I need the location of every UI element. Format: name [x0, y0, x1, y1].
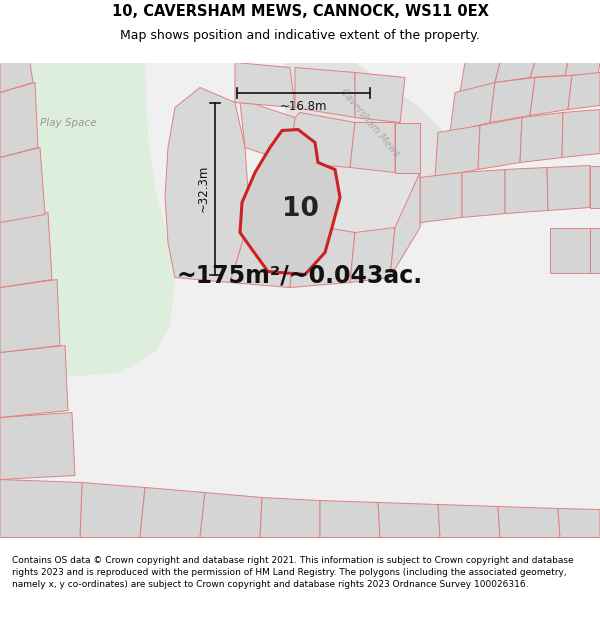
Polygon shape — [0, 479, 82, 538]
Text: Play Space: Play Space — [40, 118, 97, 127]
Polygon shape — [462, 169, 505, 217]
Polygon shape — [0, 213, 52, 288]
Text: Caversham Mews: Caversham Mews — [338, 86, 401, 159]
Polygon shape — [390, 173, 420, 278]
Polygon shape — [378, 503, 440, 538]
Polygon shape — [460, 62, 500, 92]
Polygon shape — [550, 228, 590, 272]
Polygon shape — [495, 62, 535, 82]
Polygon shape — [0, 62, 33, 92]
Polygon shape — [230, 162, 295, 288]
Text: Map shows position and indicative extent of the property.: Map shows position and indicative extent… — [120, 29, 480, 42]
Text: Contains OS data © Crown copyright and database right 2021. This information is : Contains OS data © Crown copyright and d… — [12, 556, 574, 589]
Polygon shape — [395, 122, 420, 172]
Polygon shape — [0, 82, 38, 158]
Polygon shape — [0, 412, 75, 479]
Text: ~32.3m: ~32.3m — [197, 165, 210, 212]
Polygon shape — [558, 509, 600, 538]
Polygon shape — [240, 129, 340, 274]
Polygon shape — [140, 488, 205, 538]
Polygon shape — [260, 498, 320, 538]
Polygon shape — [80, 482, 145, 538]
Polygon shape — [520, 112, 563, 162]
Polygon shape — [235, 62, 295, 107]
Polygon shape — [478, 118, 522, 169]
Polygon shape — [350, 228, 395, 282]
Polygon shape — [0, 148, 45, 222]
Polygon shape — [530, 76, 572, 116]
Polygon shape — [290, 112, 355, 168]
Polygon shape — [0, 346, 68, 418]
Polygon shape — [562, 109, 600, 158]
Polygon shape — [165, 88, 250, 282]
Polygon shape — [290, 222, 355, 288]
Polygon shape — [568, 72, 600, 109]
Polygon shape — [0, 279, 60, 352]
Text: 10: 10 — [281, 196, 319, 222]
Polygon shape — [350, 122, 395, 172]
Text: 10, CAVERSHAM MEWS, CANNOCK, WS11 0EX: 10, CAVERSHAM MEWS, CANNOCK, WS11 0EX — [112, 4, 488, 19]
Polygon shape — [547, 166, 590, 211]
Polygon shape — [320, 501, 380, 538]
Polygon shape — [450, 82, 495, 132]
Polygon shape — [355, 72, 405, 122]
Polygon shape — [200, 492, 262, 538]
Polygon shape — [285, 62, 460, 243]
Polygon shape — [490, 78, 535, 122]
Polygon shape — [498, 506, 560, 538]
Polygon shape — [438, 504, 500, 538]
Polygon shape — [435, 126, 480, 178]
Text: ~16.8m: ~16.8m — [280, 101, 327, 114]
Polygon shape — [240, 102, 295, 162]
Polygon shape — [420, 173, 462, 222]
Polygon shape — [505, 168, 548, 214]
Polygon shape — [590, 228, 600, 272]
Polygon shape — [590, 166, 600, 208]
Text: ~175m²/~0.043ac.: ~175m²/~0.043ac. — [177, 264, 423, 288]
Polygon shape — [530, 62, 568, 78]
Polygon shape — [295, 68, 355, 118]
Polygon shape — [565, 62, 600, 76]
Polygon shape — [0, 62, 175, 378]
